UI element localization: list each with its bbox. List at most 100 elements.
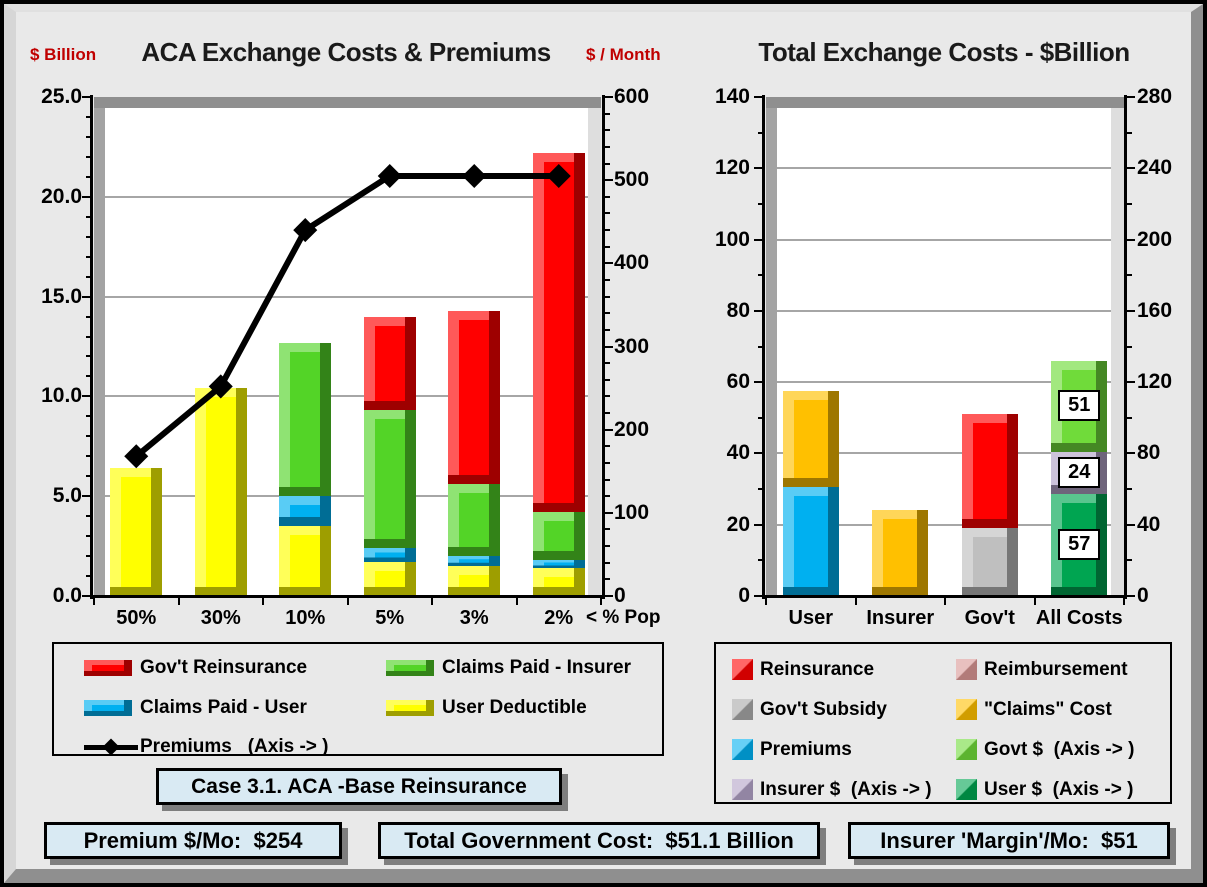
legend-swatch-govt-axis <box>956 739 977 760</box>
y-axis-left-minor-tick <box>86 275 90 278</box>
y-axis-right-label: 0 <box>1137 584 1149 607</box>
bar-segment-claims-paid-user-3[interactable] <box>448 556 501 567</box>
y-axis-right-minor-tick <box>1127 595 1132 597</box>
bar-segment-premiums-user[interactable] <box>782 487 839 596</box>
y-axis-right-minor-tick <box>605 378 610 381</box>
y-axis-right-label: 120 <box>1137 370 1173 394</box>
bar-segment-claims-paid-insurer-5[interactable] <box>363 410 416 549</box>
y-axis-right-minor-tick <box>605 278 610 281</box>
legend-item-premiums-axis[interactable]: Premiums (Axis -> ) <box>84 735 328 759</box>
premium-per-month-box[interactable]: Premium $/Mo: $254 <box>44 822 342 859</box>
x-axis-tick <box>93 598 95 605</box>
bar-segment-claims-cost-user[interactable] <box>782 391 839 488</box>
bar-segment-user-deductible-2[interactable] <box>532 568 585 596</box>
y-axis-right-minor-tick <box>605 412 610 415</box>
bar-segment-claims-paid-insurer-2[interactable] <box>532 512 585 561</box>
x-axis-tick <box>177 598 180 605</box>
legend-item-claims-cost[interactable]: "Claims" Cost <box>956 698 1171 722</box>
y-axis-left-minor-tick <box>86 535 90 538</box>
total-costs-legend[interactable]: Reinsurance Reimbursement Gov't Subsidy "Cl… <box>714 642 1172 804</box>
y-axis-right-minor-tick <box>605 561 610 564</box>
y-axis-left-minor-tick <box>758 559 762 562</box>
category-label-30: 30% <box>200 607 241 629</box>
bar-segment-claims-paid-insurer-10[interactable] <box>279 342 332 497</box>
y-axis-left-minor-tick <box>86 575 90 578</box>
aca-chart-legend[interactable]: Gov't Reinsurance Claims Paid - Insurer Cl… <box>52 642 664 759</box>
gridline <box>105 295 588 298</box>
y-axis-left-minor-tick <box>86 435 90 438</box>
bar-segment-gov-t-subsidy-gov-t[interactable] <box>961 527 1018 596</box>
y-axis-left-minor-tick <box>758 381 762 384</box>
bar-segment-reinsurance-gov-t[interactable] <box>961 413 1018 528</box>
legend-item-gov-t-subsidy[interactable]: Gov't Subsidy <box>732 698 947 722</box>
total-government-cost-box[interactable]: Total Government Cost: $51.1 Billion <box>378 822 820 859</box>
y-axis-left-minor-tick <box>86 595 90 597</box>
x-axis-tick <box>346 598 349 605</box>
y-axis-left-label: 100 <box>714 227 750 251</box>
legend-item-reinsurance[interactable]: Reinsurance <box>732 658 947 682</box>
legend-item-user-axis[interactable]: User $ (Axis -> ) <box>956 778 1171 802</box>
gridline <box>777 381 1111 384</box>
category-label-gov-t: Gov't <box>964 607 1015 629</box>
aca-chart-plot-area <box>94 97 601 596</box>
insurer-margin-box[interactable]: Insurer 'Margin'/Mo: $51 <box>848 822 1170 859</box>
bar-segment-claims-paid-user-10[interactable] <box>279 496 332 527</box>
legend-item-insurer-axis[interactable]: Insurer $ (Axis -> ) <box>732 778 947 802</box>
y-axis-left-label: 80 <box>726 298 750 322</box>
legend-item-user-deductible[interactable]: User Deductible <box>386 696 601 720</box>
aca-chart-title: ACA Exchange Costs & Premiums <box>141 37 551 67</box>
case-label-text: Case 3.1. ACA -Base Reinsurance <box>191 774 527 798</box>
y-axis-left-minor-tick <box>86 515 90 518</box>
y-axis-right-label: 160 <box>1137 298 1173 322</box>
y-axis-right-minor-tick <box>1127 238 1132 241</box>
y-axis-right-label: 200 <box>614 417 650 441</box>
bar-segment-claims-paid-user-5[interactable] <box>363 548 416 563</box>
bar-segment-claims-cost-insurer[interactable] <box>872 510 929 596</box>
bar-segment-user-deductible-50[interactable] <box>110 468 163 596</box>
y-axis-left-minor-tick <box>86 495 90 498</box>
y-axis-right-label: 600 <box>614 85 650 108</box>
y-axis-right-minor-tick <box>605 461 610 464</box>
y-axis-right-minor-tick <box>605 245 610 248</box>
legend-item-claims-paid-insurer[interactable]: Claims Paid - Insurer <box>386 656 631 680</box>
bar-segment-gov-t-reinsurance-5[interactable] <box>363 316 416 411</box>
bar-segment-claims-paid-insurer-3[interactable] <box>448 484 501 557</box>
y-axis-left-minor-tick <box>86 235 90 238</box>
case-label-box[interactable]: Case 3.1. ACA -Base Reinsurance <box>156 768 562 805</box>
y-axis-right-minor-tick <box>605 195 610 198</box>
y-axis-left-label: 40 <box>726 441 750 465</box>
bar-data-label-govt-axis: 51 <box>1058 390 1101 422</box>
bar-segment-user-deductible-30[interactable] <box>194 388 247 596</box>
legend-item-claims-paid-user[interactable]: Claims Paid - User <box>84 696 307 720</box>
bar-segment-gov-t-reinsurance-3[interactable] <box>448 310 501 485</box>
y-axis-right-minor-tick <box>605 229 610 232</box>
y-axis-right-label: 100 <box>614 500 650 524</box>
y-axis-left-minor-tick <box>86 555 90 558</box>
legend-item-govt-axis[interactable]: Govt $ (Axis -> ) <box>956 738 1171 762</box>
y-axis-right-minor-tick <box>1127 381 1132 384</box>
bar-segment-gov-t-reinsurance-2[interactable] <box>532 152 585 513</box>
legend-label-govt-axis: Govt $ (Axis -> ) <box>984 739 1135 760</box>
category-label-50: 50% <box>116 607 157 629</box>
bar-segment-claims-paid-user-2[interactable] <box>532 560 585 569</box>
y-axis-left-label: 15.0 <box>41 284 82 308</box>
legend-swatch-reinsurance <box>732 659 753 680</box>
bar-segment-user-deductible-3[interactable] <box>448 566 501 596</box>
bar-segment-user-deductible-5[interactable] <box>363 562 416 596</box>
legend-item-reimbursement[interactable]: Reimbursement <box>956 658 1171 682</box>
bar-segment-user-deductible-10[interactable] <box>279 526 332 596</box>
y-axis-left-minor-tick <box>86 255 90 258</box>
y-axis-right-label: 40 <box>1137 512 1161 536</box>
y-axis-left-label: 140 <box>714 85 750 108</box>
legend-item-premiums[interactable]: Premiums <box>732 738 947 762</box>
legend-item-gov-t-reinsurance[interactable]: Gov't Reinsurance <box>84 656 307 680</box>
y-axis-right-minor-tick <box>1127 274 1132 277</box>
gridline <box>777 452 1111 455</box>
y-axis-right-minor-tick <box>605 395 610 398</box>
x-axis-tick <box>1033 598 1036 605</box>
bar-data-label-user-axis: 57 <box>1058 529 1101 561</box>
x-axis-tick <box>944 598 946 605</box>
legend-label-claims-paid-insurer: Claims Paid - Insurer <box>442 657 632 678</box>
y-axis-right-minor-tick <box>1127 202 1132 205</box>
y-axis-right-label: 80 <box>1137 441 1161 465</box>
